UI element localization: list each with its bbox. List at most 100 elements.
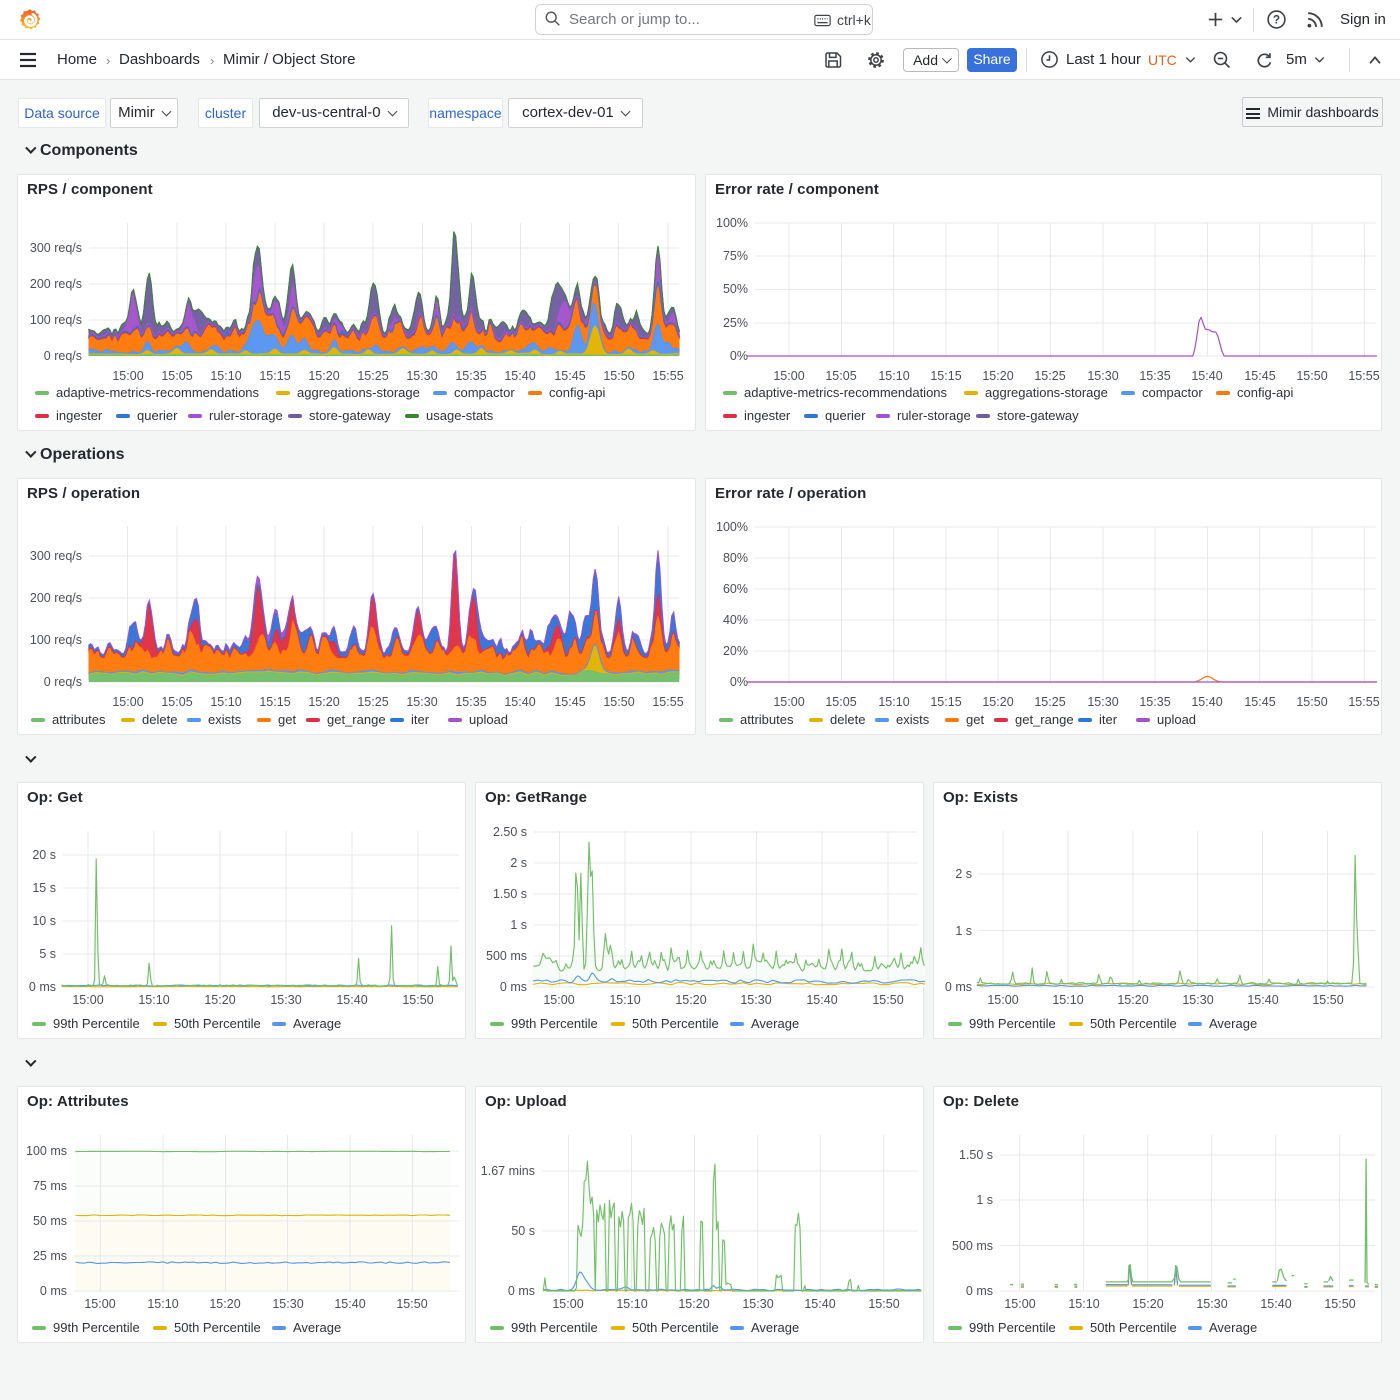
svg-text:15:40: 15:40 — [334, 1297, 365, 1311]
svg-text:15:55: 15:55 — [1348, 369, 1379, 383]
svg-text:15:40: 15:40 — [336, 993, 367, 1007]
svg-text:?: ? — [1273, 15, 1280, 27]
svg-text:50 ms: 50 ms — [33, 1214, 67, 1228]
svg-text:2 s: 2 s — [510, 856, 527, 870]
svg-text:1.50 s: 1.50 s — [959, 1148, 993, 1162]
svg-text:75%: 75% — [723, 249, 748, 263]
svg-text:15:10: 15:10 — [210, 369, 241, 383]
svg-text:5 s: 5 s — [39, 947, 56, 961]
svg-text:15:10: 15:10 — [878, 369, 909, 383]
svg-text:15:20: 15:20 — [1117, 993, 1148, 1007]
svg-text:15:00: 15:00 — [773, 695, 804, 709]
svg-text:15:10: 15:10 — [616, 1297, 647, 1311]
svg-text:15:45: 15:45 — [1244, 369, 1275, 383]
svg-text:15:55: 15:55 — [1348, 695, 1379, 709]
svg-text:15:15: 15:15 — [930, 369, 961, 383]
svg-text:200 req/s: 200 req/s — [30, 277, 82, 291]
svg-text:15:40: 15:40 — [504, 695, 535, 709]
svg-text:15:10: 15:10 — [1052, 993, 1083, 1007]
svg-text:0 ms: 0 ms — [508, 1284, 535, 1298]
svg-text:300 req/s: 300 req/s — [30, 241, 82, 255]
svg-text:15:20: 15:20 — [675, 993, 706, 1007]
svg-text:0%: 0% — [730, 349, 748, 363]
svg-text:15:05: 15:05 — [825, 369, 856, 383]
svg-text:15:30: 15:30 — [270, 993, 301, 1007]
svg-text:15:50: 15:50 — [603, 369, 634, 383]
svg-text:15:20: 15:20 — [982, 369, 1013, 383]
svg-text:15:40: 15:40 — [1260, 1297, 1291, 1311]
svg-text:15:00: 15:00 — [84, 1297, 115, 1311]
svg-text:100 ms: 100 ms — [26, 1144, 67, 1158]
svg-text:0 ms: 0 ms — [945, 980, 972, 994]
svg-text:15:00: 15:00 — [987, 993, 1018, 1007]
svg-text:0 ms: 0 ms — [40, 1284, 67, 1298]
svg-text:0 req/s: 0 req/s — [44, 349, 82, 363]
svg-text:15:40: 15:40 — [1247, 993, 1278, 1007]
svg-text:25%: 25% — [723, 316, 748, 330]
svg-text:500 ms: 500 ms — [952, 1239, 993, 1253]
svg-text:15:00: 15:00 — [1004, 1297, 1035, 1311]
svg-text:15:50: 15:50 — [868, 1297, 899, 1311]
svg-text:20 s: 20 s — [32, 848, 56, 862]
svg-text:15:05: 15:05 — [825, 695, 856, 709]
svg-text:15:10: 15:10 — [210, 695, 241, 709]
svg-text:15:40: 15:40 — [1191, 695, 1222, 709]
svg-text:15:50: 15:50 — [1312, 993, 1343, 1007]
svg-text:15:30: 15:30 — [406, 369, 437, 383]
svg-text:15:55: 15:55 — [652, 369, 683, 383]
svg-text:15:25: 15:25 — [1034, 369, 1065, 383]
svg-text:25 ms: 25 ms — [33, 1249, 67, 1263]
svg-text:50 s: 50 s — [511, 1224, 535, 1238]
svg-text:15:40: 15:40 — [806, 993, 837, 1007]
svg-text:1.67 mins: 1.67 mins — [481, 1164, 535, 1178]
svg-text:15:20: 15:20 — [308, 695, 339, 709]
svg-text:15:30: 15:30 — [1182, 993, 1213, 1007]
svg-text:15:30: 15:30 — [406, 695, 437, 709]
svg-text:15:00: 15:00 — [552, 1297, 583, 1311]
svg-text:0 ms: 0 ms — [966, 1284, 993, 1298]
svg-text:15:10: 15:10 — [1068, 1297, 1099, 1311]
svg-text:15:00: 15:00 — [543, 993, 574, 1007]
svg-text:2 s: 2 s — [955, 867, 972, 881]
svg-text:15:10: 15:10 — [878, 695, 909, 709]
svg-text:100%: 100% — [716, 520, 748, 534]
svg-text:75 ms: 75 ms — [33, 1179, 67, 1193]
svg-text:100 req/s: 100 req/s — [30, 313, 82, 327]
svg-text:80%: 80% — [723, 551, 748, 565]
svg-text:15:20: 15:20 — [982, 695, 1013, 709]
svg-text:15:40: 15:40 — [1191, 369, 1222, 383]
svg-text:15:50: 15:50 — [603, 695, 634, 709]
svg-text:15:35: 15:35 — [1139, 695, 1170, 709]
svg-text:15:50: 15:50 — [1296, 369, 1327, 383]
svg-text:15:35: 15:35 — [455, 369, 486, 383]
svg-text:15:45: 15:45 — [554, 695, 585, 709]
svg-text:100%: 100% — [716, 216, 748, 230]
svg-text:15:35: 15:35 — [455, 695, 486, 709]
svg-text:15:10: 15:10 — [147, 1297, 178, 1311]
svg-text:15:30: 15:30 — [272, 1297, 303, 1311]
svg-text:15:25: 15:25 — [357, 695, 388, 709]
svg-text:15:30: 15:30 — [1087, 369, 1118, 383]
svg-text:1 s: 1 s — [510, 918, 527, 932]
svg-text:0 req/s: 0 req/s — [44, 675, 82, 689]
svg-text:15:10: 15:10 — [138, 993, 169, 1007]
svg-text:15:30: 15:30 — [1087, 695, 1118, 709]
svg-text:15:30: 15:30 — [1196, 1297, 1227, 1311]
svg-text:15:30: 15:30 — [742, 1297, 773, 1311]
svg-text:15:40: 15:40 — [504, 369, 535, 383]
svg-text:15:35: 15:35 — [1139, 369, 1170, 383]
svg-text:20%: 20% — [723, 644, 748, 658]
svg-text:15:50: 15:50 — [402, 993, 433, 1007]
svg-text:15:20: 15:20 — [678, 1297, 709, 1311]
svg-text:15:15: 15:15 — [259, 369, 290, 383]
svg-text:0 ms: 0 ms — [29, 980, 56, 994]
svg-text:1.50 s: 1.50 s — [493, 887, 527, 901]
svg-text:15:15: 15:15 — [930, 695, 961, 709]
svg-text:200 req/s: 200 req/s — [30, 591, 82, 605]
svg-text:60%: 60% — [723, 582, 748, 596]
svg-text:15:00: 15:00 — [112, 369, 143, 383]
svg-text:100 req/s: 100 req/s — [30, 633, 82, 647]
svg-text:15:00: 15:00 — [773, 369, 804, 383]
svg-text:0 ms: 0 ms — [500, 980, 527, 994]
svg-text:15:05: 15:05 — [161, 695, 192, 709]
